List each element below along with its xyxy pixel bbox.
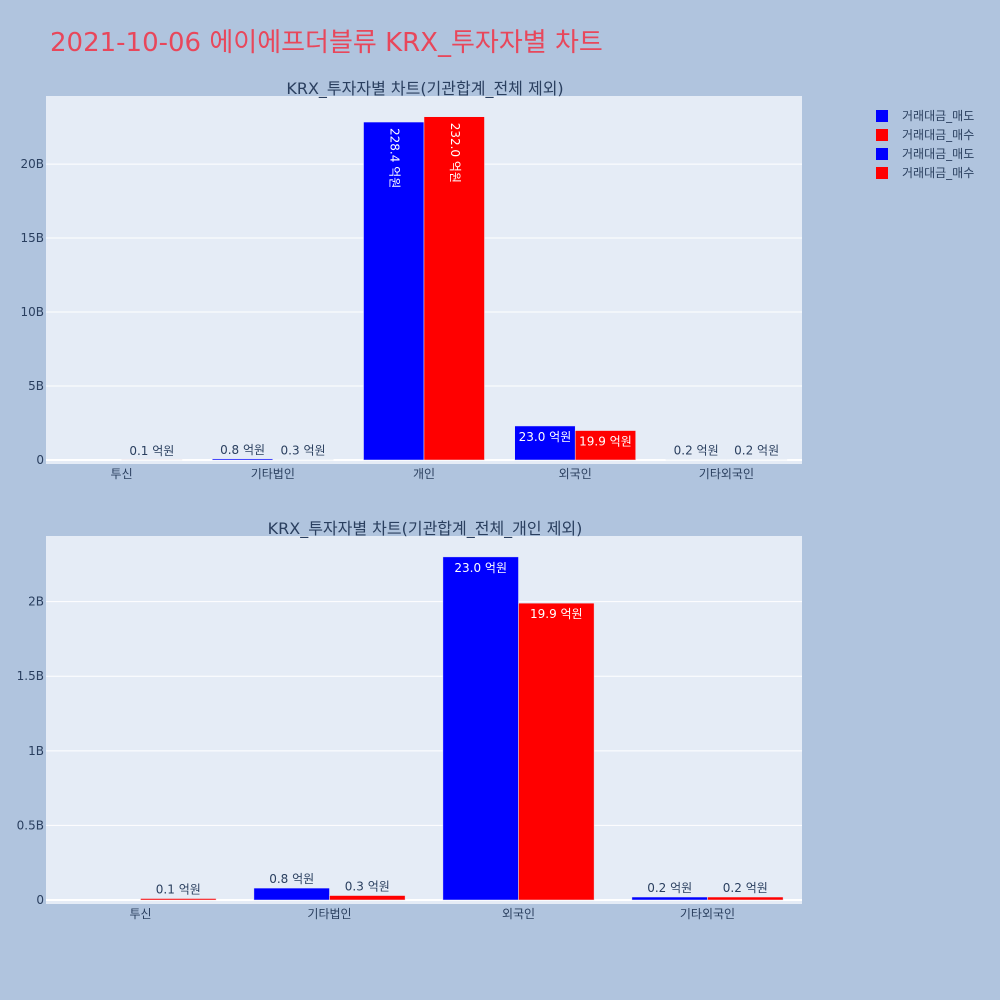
bar-sell — [212, 458, 274, 461]
x-tick-label: 개인 — [413, 467, 435, 481]
chart-2: 0 0.5B 1B 1.5B 2B KRX_투자자별 차트(기관합계_전체_개인 제외) 투… — [17, 519, 802, 921]
legend-swatch-buy-2 — [876, 166, 888, 179]
legend-swatch-buy-1 — [876, 128, 888, 141]
y-tick-label: 5B — [28, 379, 44, 393]
bar-buy — [140, 898, 217, 901]
bar-buy — [423, 116, 485, 461]
data-label: 0.2 억원 — [647, 881, 692, 895]
data-label: 0.8 억원 — [220, 443, 265, 457]
y-tick-label: 0 — [36, 893, 44, 907]
data-label: 0.8 억원 — [269, 872, 314, 886]
bar-sell — [363, 121, 425, 461]
bar-buy — [574, 430, 636, 461]
data-label: 0.2 억원 — [674, 444, 719, 458]
y-tick-label: 1B — [28, 744, 44, 758]
legend-item-sell-1[interactable]: 거래대금_매도 — [876, 106, 974, 125]
y-tick-label: 10B — [20, 305, 44, 319]
bar-buy — [707, 896, 784, 901]
data-label: 228.4 억원 — [387, 128, 401, 188]
y-tick-label: 0 — [36, 453, 44, 467]
x-tick-label: 기타외국인 — [699, 467, 754, 481]
data-label: 0.1 억원 — [156, 883, 201, 897]
x-tick-label: 기타법인 — [307, 907, 351, 921]
page-title: 2021-10-06 에이에프더블류 KRX_투자자별 차트 — [50, 28, 603, 58]
legend-label-sell-2: 거래대금_매도 — [902, 147, 975, 161]
x-tick-label: 기타법인 — [251, 467, 295, 481]
chart-subtitle: KRX_투자자별 차트(기관합계_전체_개인 제외) — [268, 519, 583, 539]
legend-label-buy-1: 거래대금_매수 — [902, 128, 975, 142]
data-label: 23.0 억원 — [454, 561, 507, 575]
legend-label-buy-2: 거래대금_매수 — [902, 166, 975, 180]
x-tick-label: 기타외국인 — [680, 907, 735, 921]
bar-sell — [631, 896, 708, 901]
legend[interactable]: 거래대금_매도 거래대금_매수 거래대금_매도 거래대금_매수 — [876, 106, 974, 182]
legend-label-sell-1: 거래대금_매도 — [902, 109, 975, 123]
data-label: 232.0 억원 — [448, 123, 462, 183]
data-label: 0.1 억원 — [129, 444, 174, 458]
data-label: 0.3 억원 — [345, 880, 390, 894]
x-tick-label: 투신 — [111, 467, 133, 481]
data-label: 23.0 억원 — [519, 430, 572, 444]
bar-sell — [253, 887, 330, 901]
data-label: 19.9 억원 — [579, 435, 632, 449]
y-tick-label: 2B — [28, 595, 44, 609]
bar-buy — [518, 602, 595, 901]
legend-item-sell-2[interactable]: 거래대금_매도 — [876, 144, 974, 163]
x-tick-label: 외국인 — [502, 907, 535, 921]
bar-sell — [442, 556, 519, 901]
y-tick-label: 1.5B — [17, 669, 44, 683]
legend-item-buy-1[interactable]: 거래대금_매수 — [876, 125, 974, 144]
bar-buy — [329, 895, 406, 901]
legend-swatch-sell-1 — [876, 109, 888, 122]
legend-swatch-sell-2 — [876, 147, 888, 160]
y-tick-label: 0.5B — [17, 818, 44, 832]
data-label: 19.9 억원 — [530, 607, 583, 621]
chart-subtitle: KRX_투자자별 차트(기관합계_전체 제외) — [286, 79, 563, 99]
data-label: 0.2 억원 — [723, 881, 768, 895]
x-tick-label: 투신 — [129, 907, 151, 921]
plot-background — [46, 536, 802, 904]
y-tick-label: 15B — [20, 231, 44, 245]
data-label: 0.2 억원 — [734, 444, 779, 458]
data-label: 0.3 억원 — [281, 444, 326, 458]
y-tick-label: 20B — [20, 157, 44, 171]
legend-item-buy-2[interactable]: 거래대금_매수 — [876, 163, 974, 182]
chart-1: 0 5B 10B 15B 20B KRX_투자자별 차트(기관합계_전체 제외) 투신 0.1… — [20, 79, 802, 481]
x-tick-label: 외국인 — [559, 467, 592, 481]
